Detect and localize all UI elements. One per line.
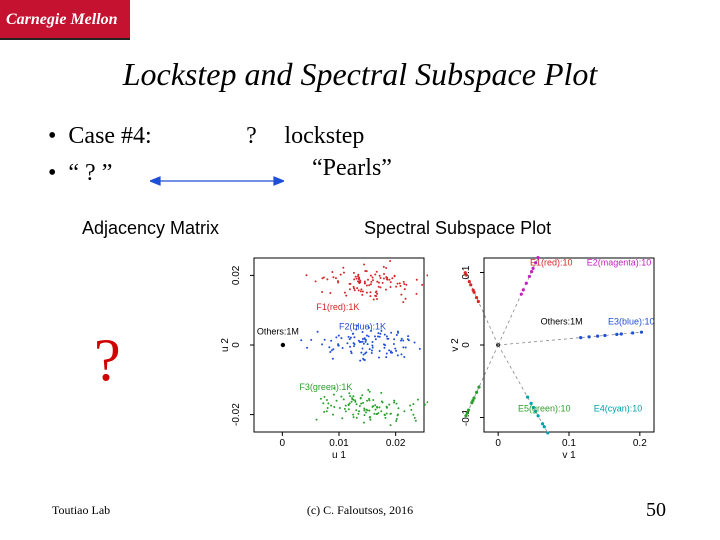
bullet-1: • Case #4: ? lockstep — [48, 118, 364, 155]
svg-text:0: 0 — [280, 438, 286, 449]
bullet-2-label: “ ? ” — [68, 155, 112, 192]
svg-text:0.02: 0.02 — [386, 438, 406, 449]
svg-text:Others:1M: Others:1M — [541, 317, 583, 327]
bullet-dot: • — [48, 124, 56, 148]
bullet-1-qmark: ? — [226, 118, 276, 155]
svg-text:Others:1M: Others:1M — [257, 327, 299, 337]
svg-text:-0.02: -0.02 — [231, 403, 242, 426]
svg-text:E2(magenta):10: E2(magenta):10 — [587, 257, 652, 267]
svg-text:F1(red):1K: F1(red):1K — [316, 302, 359, 312]
svg-text:F3(green):1K: F3(green):1K — [299, 382, 352, 392]
svg-text:-0.1: -0.1 — [461, 408, 472, 426]
svg-text:E5(green):10: E5(green):10 — [518, 404, 571, 414]
svg-text:F2(blue):1K: F2(blue):1K — [339, 321, 386, 331]
svg-text:u 1: u 1 — [332, 450, 346, 461]
footer-page-number: 50 — [646, 499, 666, 522]
bullet-1-label: Case #4: — [68, 118, 226, 155]
bullet-dot: • — [48, 161, 56, 185]
footer-center: (c) C. Faloutsos, 2016 — [0, 503, 720, 518]
double-arrow-icon — [150, 174, 284, 188]
svg-text:0.01: 0.01 — [329, 438, 349, 449]
svg-text:0: 0 — [495, 438, 501, 449]
svg-text:v 1: v 1 — [562, 450, 576, 461]
svg-text:0.1: 0.1 — [562, 438, 576, 449]
cmu-logo: Carnegie Mellon — [0, 0, 130, 40]
subhead-spectral: Spectral Subspace Plot — [364, 218, 551, 239]
svg-text:0.2: 0.2 — [633, 438, 647, 449]
svg-text:v 2: v 2 — [450, 338, 461, 352]
svg-text:E3(blue):10: E3(blue):10 — [608, 317, 655, 327]
subhead-adjacency: Adjacency Matrix — [82, 218, 219, 239]
bullet-1-right: lockstep — [284, 118, 364, 155]
pearls-label: “Pearls” — [312, 155, 392, 182]
slide-title: Lockstep and Spectral Subspace Plot — [0, 56, 720, 93]
svg-text:0: 0 — [461, 342, 472, 348]
svg-text:0.02: 0.02 — [231, 265, 242, 285]
chart-u1-u2: 0 0.01 0.02 -0.02 0 0.02 u 1 u 2 F1(red):1K F2(bl… — [218, 252, 428, 462]
chart-v1-v2: 00.10.2-0.100.1v 1v 2E1(red):10E2(magent… — [448, 252, 658, 462]
svg-text:E4(cyan):10: E4(cyan):10 — [594, 404, 643, 414]
svg-text:u 2: u 2 — [220, 338, 231, 352]
big-question-mark: ? — [94, 326, 121, 395]
svg-text:0: 0 — [231, 342, 242, 348]
